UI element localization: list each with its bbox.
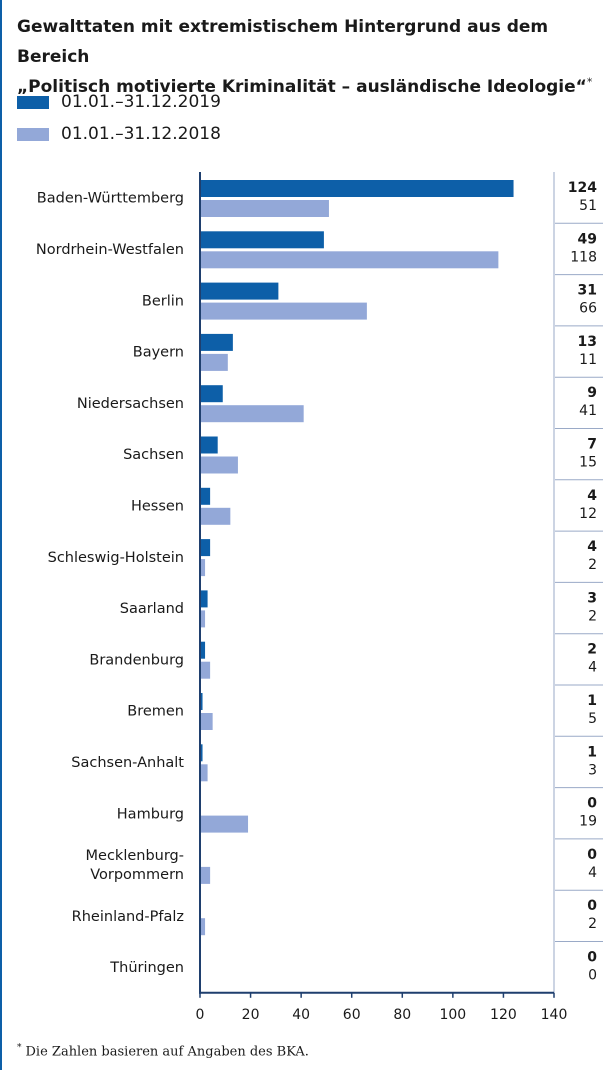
- category-label: Nordrhein-Westfalen: [36, 242, 184, 258]
- value-label-2018: 2: [588, 557, 597, 573]
- chart-title: Gewalttaten mit extremistischem Hintergr…: [17, 12, 607, 102]
- value-label-2018: 0: [588, 968, 597, 984]
- value-label-2019: 13: [578, 334, 597, 350]
- chart-title-line-2: „Politisch motivierte Kriminalität – aus…: [17, 72, 607, 102]
- category-label: Sachsen-Anhalt: [71, 755, 184, 771]
- value-label-2018: 5: [588, 711, 597, 727]
- bar-2018: [200, 302, 367, 320]
- legend-swatch-2019: [17, 95, 49, 109]
- bar-2019: [200, 436, 218, 454]
- bar-2019: [200, 282, 279, 300]
- category-label: Schleswig-Holstein: [48, 550, 184, 566]
- value-label-2019: 31: [578, 283, 597, 299]
- value-label-2018: 41: [579, 403, 597, 419]
- bar-2018: [200, 200, 329, 217]
- value-label-2018: 2: [588, 608, 597, 624]
- chart-title-line-2-text: „Politisch motivierte Kriminalität – aus…: [17, 77, 587, 97]
- value-label-2018: 4: [588, 865, 597, 881]
- footnote-text: Die Zahlen basieren auf Angaben des BKA.: [25, 1044, 309, 1060]
- bar-2019: [200, 693, 203, 710]
- category-label: Hamburg: [117, 806, 184, 822]
- bar-chart: Baden-Württemberg12451Nordrhein-Westfale…: [36, 172, 603, 1023]
- bar-2019: [200, 231, 324, 249]
- bar-2019: [200, 590, 208, 608]
- x-tick-label: 120: [490, 1007, 517, 1023]
- category-label: Baden-Württemberg: [37, 191, 184, 207]
- value-label-2018: 19: [579, 814, 597, 830]
- category-label: Brandenburg: [89, 652, 184, 668]
- value-label-2019: 7: [587, 437, 597, 453]
- value-label-2019: 1: [587, 693, 597, 709]
- bar-2018: [200, 815, 249, 833]
- category-label: Hessen: [131, 498, 184, 514]
- x-tick-label: 20: [242, 1007, 260, 1023]
- legend-item-2019: 01.01.–31.12.2019: [17, 89, 221, 115]
- footnote: * Die Zahlen basieren auf Angaben des BKA…: [17, 1043, 309, 1059]
- value-label-2019: 0: [587, 898, 597, 914]
- bar-2018: [200, 764, 208, 782]
- title-footnote-marker: *: [586, 75, 593, 89]
- value-label-2018: 2: [588, 916, 597, 932]
- bar-2019: [200, 487, 211, 505]
- legend-label-2018: 01.01.–31.12.2018: [61, 124, 221, 144]
- value-label-2018: 15: [579, 455, 597, 471]
- value-label-2019: 0: [587, 847, 597, 863]
- category-label: Berlin: [142, 293, 184, 309]
- bar-2018: [200, 610, 206, 628]
- value-label-2019: 1: [587, 744, 597, 760]
- x-tick-label: 40: [292, 1007, 310, 1023]
- x-tick-label: 100: [439, 1007, 466, 1023]
- value-label-2019: 0: [587, 950, 597, 966]
- category-label: Thüringen: [109, 960, 184, 976]
- x-tick-label: 60: [343, 1007, 361, 1023]
- value-label-2019: 4: [587, 488, 597, 504]
- bar-2019: [200, 180, 514, 197]
- bar-2018: [200, 661, 211, 679]
- bar-2018: [200, 559, 206, 577]
- bar-2018: [200, 713, 213, 730]
- bar-2018: [200, 866, 211, 884]
- value-label-2019: 124: [568, 180, 597, 196]
- x-tick-label: 80: [393, 1007, 411, 1023]
- value-label-2019: 9: [587, 385, 597, 401]
- value-label-2019: 2: [587, 642, 597, 658]
- chart-title-line-1: Gewalttaten mit extremistischem Hintergr…: [17, 17, 549, 67]
- bar-2018: [200, 918, 206, 936]
- value-label-2018: 118: [570, 249, 597, 265]
- value-label-2019: 49: [578, 231, 597, 247]
- bar-2018: [200, 251, 499, 269]
- category-label: Niedersachsen: [77, 396, 184, 412]
- bar-2018: [200, 353, 228, 371]
- category-label: Bremen: [127, 704, 184, 720]
- value-label-2018: 66: [579, 301, 597, 317]
- value-label-2018: 51: [579, 198, 597, 214]
- value-label-2019: 0: [587, 796, 597, 812]
- bar-2018: [200, 507, 231, 525]
- category-label: Rheinland-Pfalz: [72, 909, 184, 925]
- category-label: Sachsen: [123, 447, 184, 463]
- value-label-2018: 4: [588, 660, 597, 676]
- x-tick-label: 0: [196, 1007, 205, 1023]
- footnote-marker: *: [17, 1043, 22, 1053]
- legend-item-2018: 01.01.–31.12.2018: [17, 121, 221, 147]
- value-label-2018: 3: [588, 762, 597, 778]
- value-label-2019: 3: [587, 590, 597, 606]
- bar-2019: [200, 641, 206, 659]
- bar-2019: [200, 539, 211, 557]
- value-label-2019: 4: [587, 539, 597, 555]
- x-tick-label: 140: [541, 1007, 568, 1023]
- category-label: Bayern: [133, 345, 184, 361]
- category-label: Mecklenburg-Vorpommern: [86, 848, 184, 883]
- bar-2019: [200, 385, 223, 403]
- bar-2019: [200, 744, 203, 762]
- legend-label-2019: 01.01.–31.12.2019: [61, 92, 221, 112]
- bar-2019: [200, 333, 233, 351]
- value-label-2018: 11: [579, 352, 597, 368]
- bar-2018: [200, 405, 304, 423]
- value-label-2018: 12: [579, 506, 597, 522]
- bar-2018: [200, 456, 238, 474]
- category-label: Saarland: [120, 601, 184, 617]
- legend-swatch-2018: [17, 127, 49, 141]
